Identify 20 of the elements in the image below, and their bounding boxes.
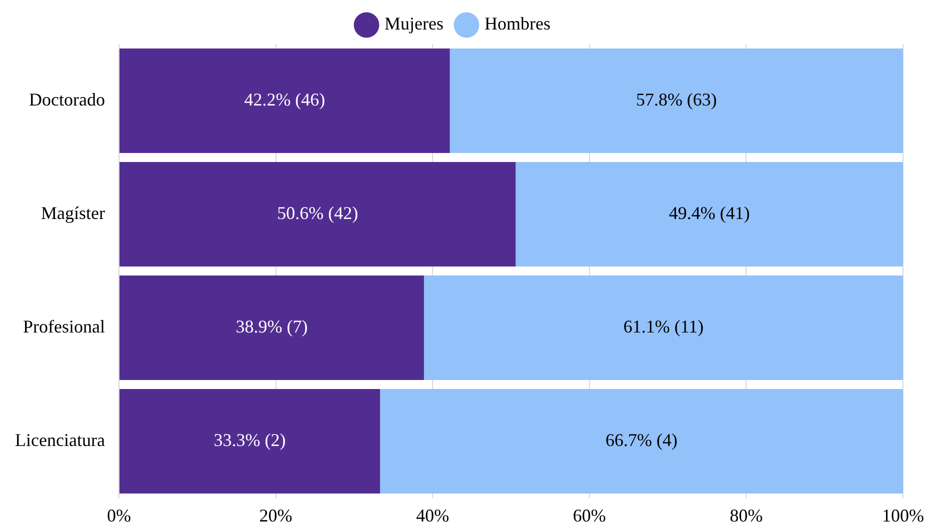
- data-label: 57.8% (63): [636, 89, 717, 110]
- data-label: 61.1% (11): [623, 316, 704, 336]
- x-tick-label: 100%: [882, 506, 924, 526]
- data-label: 50.6% (42): [277, 202, 358, 223]
- data-label: 38.9% (7): [236, 316, 308, 336]
- x-tick-label: 80%: [730, 506, 763, 526]
- data-label: 66.7% (4): [606, 430, 678, 450]
- y-tick-label: Doctorado: [29, 89, 105, 110]
- x-tick-label: 40%: [416, 506, 450, 526]
- legend-label: Mujeres: [384, 14, 444, 34]
- data-label: 42.2% (46): [244, 89, 326, 110]
- y-tick-label: Profesional: [23, 316, 105, 336]
- legend-label: Hombres: [484, 14, 550, 34]
- y-tick-label: Magíster: [41, 202, 106, 223]
- data-label: 49.4% (41): [668, 202, 750, 223]
- data-label: 33.3% (2): [214, 430, 286, 450]
- x-tick-label: 20%: [259, 506, 292, 526]
- x-tick-label: 0%: [107, 506, 131, 526]
- y-tick-label: Licenciatura: [15, 430, 105, 450]
- x-tick-label: 60%: [572, 506, 606, 526]
